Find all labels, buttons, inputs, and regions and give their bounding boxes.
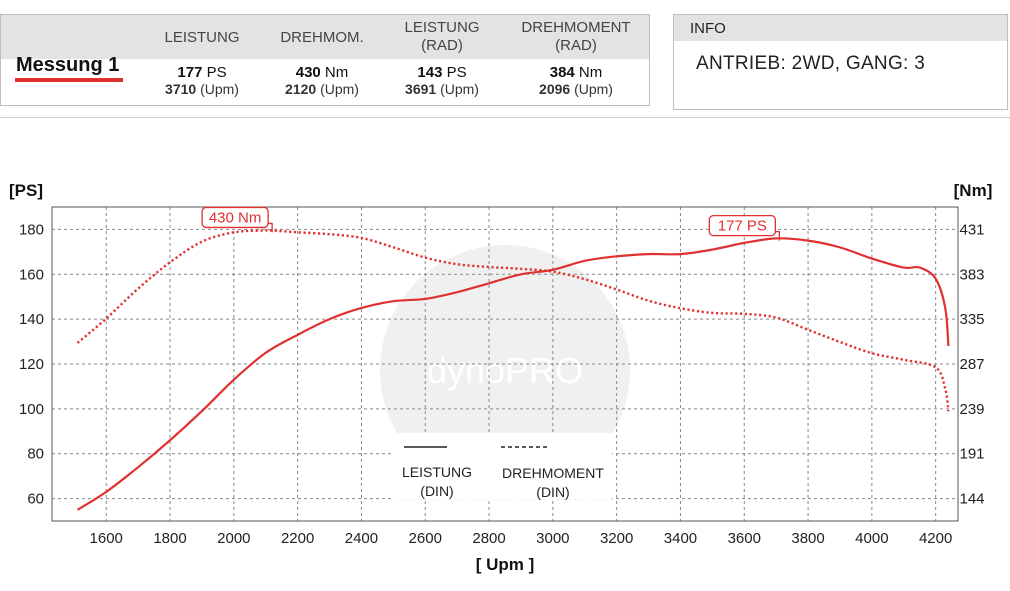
watermark: dynoPRO [380,245,630,495]
header-leistung-rad-line2: (RAD) [421,37,463,54]
header-leistung: LEISTUNG [164,29,240,46]
annotation-label: 430 Nm [209,209,262,226]
x-tick-label: 2200 [281,530,314,547]
series-leistung-line [76,237,950,511]
info-panel: INFO ANTRIEB: 2WD, GANG: 3 [673,14,1008,110]
drehmom-rpm: 2120 [285,81,317,97]
drehmoment-rad-value: 384 [549,64,575,81]
header-leistung-rad: LEISTUNG (RAD) [377,19,507,55]
drehmoment-rad-rpm-unit: (Upm) [570,81,613,97]
leistung-unit: PS [202,64,227,81]
leistung-rad-unit: PS [442,64,467,81]
summary-header-bar [1,15,649,59]
y-left-tick-label: 60 [27,491,44,508]
annotation-box [201,206,269,229]
chart-grid [52,207,958,521]
x-tick-label: 2000 [217,530,250,547]
drehmom-value: 430 [295,64,321,81]
y-left-tick-label: 100 [19,401,44,418]
series-drehmoment-line [76,229,950,412]
x-tick-label: 2400 [345,530,378,547]
header-drehmoment-rad-line1: DREHMOMENT [521,19,631,36]
y-left-tick-label: 140 [19,311,44,328]
x-tick-label: 3000 [536,530,569,547]
y-right-tick-label: 383 [959,266,984,283]
y-right-label: [Nm] [954,181,993,200]
y-left-tick-label: 80 [27,446,44,463]
info-title: INFO [690,20,726,37]
leistung-rad-rpm: 3691 [405,81,437,97]
legend-box [392,433,612,499]
measurement-summary-table: LEISTUNG DREHMOM. LEISTUNG (RAD) DREHMOM… [0,14,650,106]
drehmom-unit: Nm [320,64,349,81]
leistung-rpm-unit: (Upm) [196,81,239,97]
cell-drehmoment-rad: 384 Nm 2096 (Upm) [511,64,641,97]
x-tick-label: 4200 [919,530,952,547]
cell-drehmom: 430 Nm 2120 (Upm) [257,64,387,97]
annotation-box [708,214,777,237]
drehmoment-rad-rpm: 2096 [539,81,571,97]
x-axis-label: [ Upm ] [476,555,535,574]
y-left-tick-label: 160 [19,266,44,283]
cell-leistung-rad: 143 PS 3691 (Upm) [377,64,507,97]
section-divider [0,117,1010,118]
legend-label-drehmoment: DREHMOMENT [502,465,604,481]
leistung-value: 177 [177,64,203,81]
watermark-circle [380,245,630,495]
header-leistung-rad-line1: LEISTUNG [404,19,480,36]
chart-legend: LEISTUNG (DIN) DREHMOMENT (DIN) [392,433,612,500]
info-header-bar [674,15,1007,41]
info-text: ANTRIEB: 2WD, GANG: 3 [696,53,926,74]
drehmom-rpm-unit: (Upm) [316,81,359,97]
chart-annotations: 430 Nm 177 PS [201,206,781,241]
header-drehmoment-rad-line2: (RAD) [555,37,597,54]
y-left-tick-label: 180 [19,221,44,238]
y-right-tick-label: 335 [959,311,984,328]
y-right-tick-label: 191 [959,446,984,463]
cell-leistung: 177 PS 3710 (Upm) [137,64,267,97]
legend-label-drehmoment-din: (DIN) [536,484,569,500]
header-drehmoment-rad: DREHMOMENT (RAD) [511,19,641,55]
x-tick-label: 3800 [791,530,824,547]
x-tick-label: 2600 [409,530,442,547]
annotation-label: 177 PS [718,218,767,235]
x-tick-label: 1800 [153,530,186,547]
plot-frame [51,206,959,522]
y-right-tick-label: 239 [959,401,984,418]
y-left-label: [PS] [9,181,43,200]
annotation-pointer [775,230,781,241]
x-tick-label: 3600 [728,530,761,547]
y-right-tick-label: 144 [959,491,984,508]
chart-axes: 1600 1800 2000 2200 2400 2600 2800 3000 3200 3400… [19,206,985,547]
measurement-label: Messung 1 [16,54,120,76]
header-drehmom: DREHMOM. [280,29,364,46]
annotation-pointer [268,222,273,233]
x-tick-label: 2800 [472,530,505,547]
chart-series [76,229,950,511]
x-tick-label: 3400 [664,530,697,547]
y-right-tick-label: 287 [959,356,984,373]
leistung-rad-rpm-unit: (Upm) [436,81,479,97]
legend-label-leistung: LEISTUNG [402,464,472,480]
leistung-rpm: 3710 [165,81,197,97]
x-tick-label: 4000 [855,530,888,547]
drehmoment-rad-unit: Nm [574,64,603,81]
x-tick-label: 1600 [90,530,123,547]
y-left-tick-label: 120 [19,356,44,373]
measurement-color-line [15,78,123,82]
leistung-rad-value: 143 [417,64,443,81]
x-tick-label: 3200 [600,530,633,547]
y-right-tick-label: 431 [959,221,984,238]
legend-label-leistung-din: (DIN) [420,483,453,499]
watermark-text: dynoPRO [427,350,583,391]
